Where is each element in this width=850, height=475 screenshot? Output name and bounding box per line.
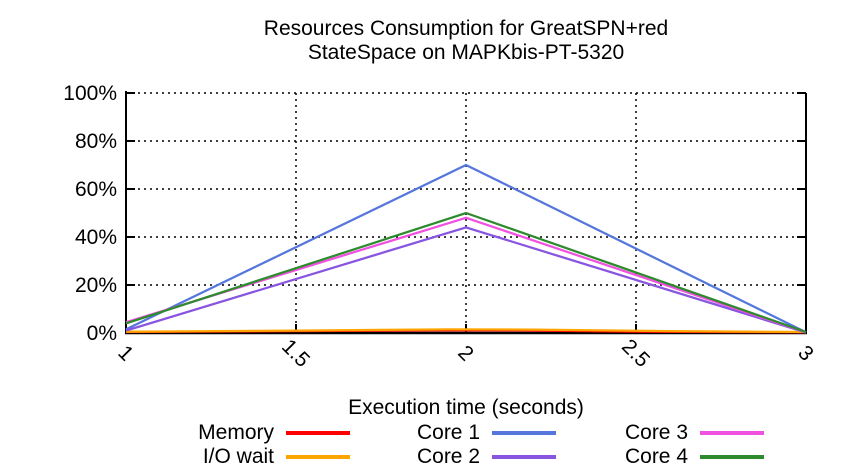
y-tick-label-40: 40%	[75, 226, 117, 249]
chart-title-line2: StateSpace on MAPKbis-PT-5320	[307, 41, 625, 64]
series-line-core-4	[125, 211, 807, 334]
y-tick-label-20: 20%	[75, 274, 117, 297]
x-tick-label-1-5: 1.5	[277, 335, 314, 372]
x-tick-label-2-5: 2.5	[617, 335, 654, 372]
series-line-core-2	[125, 226, 807, 334]
chart-title-line1: Resources Consumption for GreatSPN+red	[263, 17, 669, 40]
y-tick-label-0: 0%	[87, 322, 117, 345]
series-line-core-1	[125, 163, 807, 334]
y-tick-label-80: 80%	[75, 130, 117, 153]
x-tick-label-1: 1	[113, 341, 138, 366]
series-line-i-o-wait	[125, 328, 807, 334]
x-axis-label: Execution time (seconds)	[348, 396, 584, 419]
x-tick-label-2: 2	[453, 341, 478, 366]
chart-title: Resources Consumption for GreatSPN+red S…	[46, 17, 850, 65]
x-tick-label-3: 3	[793, 341, 818, 366]
y-tick-label-60: 60%	[75, 178, 117, 201]
y-tick-label-100: 100%	[63, 82, 117, 105]
